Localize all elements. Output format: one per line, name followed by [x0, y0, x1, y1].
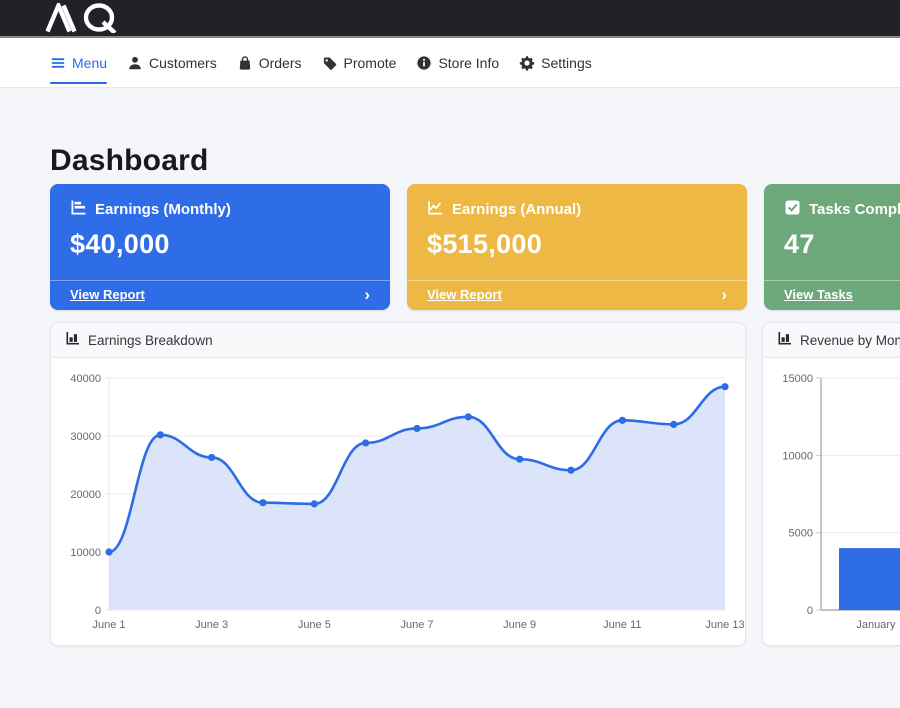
line-graph-icon: [427, 199, 444, 220]
info-icon: [416, 55, 432, 71]
x-axis-label: January: [856, 619, 896, 631]
card-value: $515,000: [427, 229, 543, 259]
x-axis-label: June 9: [503, 619, 536, 631]
revenue-by-month-card: Revenue by Month 0 5000 10000 15000 January: [762, 322, 900, 646]
y-axis-label: 30000: [70, 431, 101, 443]
nav-label: Orders: [258, 54, 302, 71]
revenue-by-month-chart: 0 5000 10000 15000 January: [782, 373, 900, 631]
data-point: [464, 413, 472, 421]
nav-item-customers[interactable]: Customers: [127, 38, 217, 87]
nav-label: Promote: [343, 54, 397, 71]
charts-row: Earnings Breakdown 0 10000 20000 30000 40000…: [50, 322, 900, 646]
data-point: [259, 499, 267, 507]
y-axis-label: 20000: [70, 489, 101, 501]
view-report-link[interactable]: View Report: [70, 287, 145, 302]
x-axis-label: June 11: [603, 619, 641, 631]
x-axis-label: June 13: [705, 619, 744, 631]
tag-icon: [322, 55, 338, 71]
chevron-right-icon[interactable]: ›: [721, 284, 727, 304]
x-axis-label: June 7: [400, 619, 433, 631]
page-title: Dashboard: [50, 144, 209, 177]
data-point: [567, 466, 575, 474]
data-point: [105, 548, 113, 556]
y-axis-label: 10000: [782, 450, 813, 462]
area-fill: [109, 386, 725, 610]
nav-label: Settings: [541, 54, 592, 71]
gear-icon: [519, 55, 535, 71]
data-point: [156, 431, 164, 439]
card-earnings-annual: Earnings (Annual) $515,000 View Report ›: [407, 184, 747, 310]
nav-item-menu[interactable]: Menu: [50, 38, 108, 87]
view-tasks-link[interactable]: View Tasks: [784, 287, 853, 302]
nav-item-store-info[interactable]: Store Info: [416, 38, 499, 87]
nav-label: Menu: [72, 54, 108, 71]
chart-title: Revenue by Month: [800, 332, 900, 348]
brand-logo-icon[interactable]: [45, 3, 129, 33]
nav-item-settings[interactable]: Settings: [519, 38, 592, 87]
data-point: [516, 455, 524, 463]
main-nav: Menu Customers Orders Promote Store Info…: [0, 38, 900, 88]
check-square-icon: [784, 199, 801, 220]
main-content: Dashboard Earnings (Monthly) $40,000 Vie…: [0, 144, 900, 646]
x-axis-label: June 1: [92, 619, 125, 631]
bag-icon: [237, 55, 253, 71]
card-value: 47: [784, 229, 815, 259]
data-point: [208, 453, 216, 462]
nav-item-promote[interactable]: Promote: [322, 38, 397, 87]
card-value: $40,000: [70, 229, 170, 259]
card-earnings-monthly: Earnings (Monthly) $40,000 View Report ›: [50, 184, 390, 310]
y-axis-label: 40000: [70, 373, 101, 385]
data-point: [670, 420, 678, 428]
y-axis-label: 15000: [782, 373, 813, 385]
data-point: [721, 383, 729, 391]
y-axis-label: 0: [95, 605, 101, 617]
data-point: [413, 424, 421, 433]
top-brand-bar: [0, 0, 900, 38]
bar: [839, 548, 900, 610]
data-point: [618, 416, 626, 424]
y-axis-label: 5000: [789, 528, 813, 540]
chevron-right-icon[interactable]: ›: [364, 284, 370, 304]
earnings-breakdown-chart: 0 10000 20000 30000 40000 June 1 June 3 June 5 J…: [70, 373, 744, 631]
data-point: [310, 500, 318, 508]
person-icon: [127, 55, 143, 71]
nav-label: Store Info: [438, 54, 500, 71]
view-report-link[interactable]: View Report: [427, 287, 502, 302]
chart-title: Earnings Breakdown: [88, 332, 213, 348]
bar-chart-icon: [65, 331, 80, 349]
earnings-breakdown-card: Earnings Breakdown 0 10000 20000 30000 40000…: [50, 322, 746, 646]
card-title: Tasks Completed: [809, 201, 900, 218]
card-title: Earnings (Annual): [452, 201, 582, 218]
y-axis-label: 10000: [70, 547, 101, 559]
nav-label: Customers: [149, 54, 217, 71]
y-axis-label: 0: [807, 605, 813, 617]
summary-cards-row: Earnings (Monthly) $40,000 View Report ›…: [50, 184, 900, 310]
bar-chart-steps-icon: [70, 199, 87, 220]
hamburger-icon: [50, 55, 66, 71]
x-axis-label: June 5: [298, 619, 331, 631]
card-tasks-completed: Tasks Completed 47 View Tasks ›: [764, 184, 900, 310]
data-point: [362, 439, 370, 447]
bar-chart-icon: [777, 331, 792, 349]
nav-item-orders[interactable]: Orders: [237, 38, 302, 87]
x-axis-label: June 3: [195, 619, 228, 631]
card-title: Earnings (Monthly): [95, 201, 231, 218]
